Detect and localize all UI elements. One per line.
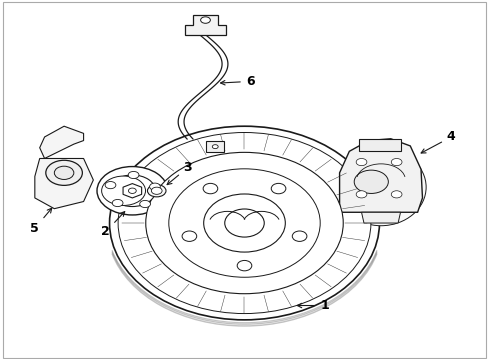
Ellipse shape — [112, 199, 123, 207]
Text: 3: 3 — [167, 161, 192, 185]
Ellipse shape — [203, 183, 217, 194]
Ellipse shape — [147, 185, 165, 197]
Ellipse shape — [140, 201, 150, 208]
Ellipse shape — [105, 181, 116, 189]
Ellipse shape — [355, 158, 366, 166]
Ellipse shape — [390, 158, 401, 166]
Ellipse shape — [353, 170, 387, 193]
Ellipse shape — [355, 191, 366, 198]
Ellipse shape — [109, 175, 155, 207]
Polygon shape — [35, 158, 93, 209]
Ellipse shape — [54, 166, 74, 180]
Ellipse shape — [203, 194, 285, 252]
Ellipse shape — [128, 188, 136, 193]
Polygon shape — [358, 139, 400, 151]
Polygon shape — [339, 139, 422, 212]
Text: 6: 6 — [220, 75, 254, 88]
Ellipse shape — [97, 167, 167, 215]
Text: 5: 5 — [30, 208, 52, 235]
Ellipse shape — [271, 183, 285, 194]
Ellipse shape — [151, 187, 162, 194]
Ellipse shape — [149, 183, 160, 190]
Text: 2: 2 — [101, 212, 124, 238]
Ellipse shape — [118, 132, 370, 314]
Ellipse shape — [390, 191, 401, 198]
Ellipse shape — [109, 126, 379, 320]
Polygon shape — [361, 212, 400, 223]
Ellipse shape — [145, 152, 343, 294]
Ellipse shape — [46, 160, 82, 185]
Ellipse shape — [200, 17, 210, 23]
Ellipse shape — [182, 231, 196, 242]
Ellipse shape — [102, 176, 145, 206]
Ellipse shape — [168, 169, 320, 277]
Polygon shape — [40, 126, 83, 158]
Text: 1: 1 — [297, 299, 328, 312]
Polygon shape — [123, 184, 142, 198]
Ellipse shape — [335, 149, 425, 226]
Ellipse shape — [212, 145, 218, 149]
Ellipse shape — [128, 171, 139, 179]
Ellipse shape — [237, 260, 251, 271]
Ellipse shape — [224, 209, 264, 237]
Bar — [206, 141, 224, 152]
Polygon shape — [184, 15, 225, 35]
Text: 4: 4 — [420, 130, 455, 153]
Ellipse shape — [292, 231, 306, 242]
